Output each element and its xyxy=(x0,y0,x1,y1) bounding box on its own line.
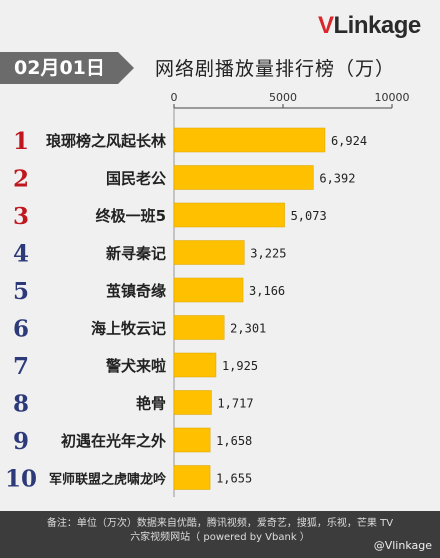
rank-number: 10 xyxy=(5,466,37,493)
rank-number: 5 xyxy=(13,278,29,305)
bar-value-label: 3,225 xyxy=(250,247,286,261)
category-label: 新寻秦记 xyxy=(106,245,166,263)
logo-text: Linkage xyxy=(333,12,422,39)
category-label: 琅琊榜之风起长林 xyxy=(46,132,167,150)
bar-value-label: 1,655 xyxy=(216,472,252,486)
x-tick-label: 0 xyxy=(171,91,178,104)
bar xyxy=(173,352,217,378)
chart-title: 网络剧播放量排行榜（万） xyxy=(155,58,396,80)
rank-number: 7 xyxy=(13,353,29,380)
category-label: 国民老公 xyxy=(106,170,166,188)
date-badge: 02月01日 xyxy=(0,52,134,84)
weibo-watermark: @Vlinkage xyxy=(373,539,432,552)
bar xyxy=(173,390,212,415)
rank-number: 2 xyxy=(13,166,29,193)
category-label: 海上牧云记 xyxy=(91,320,166,338)
x-tick-label: 10000 xyxy=(375,91,410,104)
rank-number: 6 xyxy=(13,316,29,343)
vlinkage-logo: VLinkage xyxy=(318,12,421,40)
category-label: 终极一班5 xyxy=(96,207,166,225)
category-label: 艳骨 xyxy=(136,395,166,413)
rank-number: 1 xyxy=(13,128,29,155)
bar-value-label: 1,925 xyxy=(222,359,258,373)
bar xyxy=(173,240,245,265)
bar-value-label: 1,717 xyxy=(217,397,253,411)
footer: 备注：单位（万次）数据来自优酷，腾讯视频，爱奇艺，搜狐，乐视，芒果 TV 六家视… xyxy=(0,511,440,558)
ranking-bar-chart: 0 5000 10000 1 琅琊榜之风起长林 6,924 2 国民老公 6,392 3 终极一班5… xyxy=(5,91,410,497)
footer-note: 备注：单位（万次）数据来自优酷，腾讯视频，爱奇艺，搜狐，乐视，芒果 TV xyxy=(46,518,394,529)
footer-source: 六家视频网站（ powered by Vbank ） xyxy=(130,532,310,543)
x-tick-label: 5000 xyxy=(269,91,297,104)
category-label: 茧镇奇缘 xyxy=(106,282,166,300)
rank-number: 8 xyxy=(13,391,29,418)
bar xyxy=(173,465,211,490)
bar-value-label: 6,924 xyxy=(331,134,367,148)
logo-v: V xyxy=(318,12,334,39)
bar-value-label: 1,658 xyxy=(216,434,252,448)
category-label: 初遇在光年之外 xyxy=(61,432,166,450)
bar-value-label: 3,166 xyxy=(249,284,285,298)
rank-number: 9 xyxy=(13,428,29,455)
rank-number: 3 xyxy=(13,203,29,230)
bar-value-label: 6,392 xyxy=(319,172,355,186)
bar-value-label: 2,301 xyxy=(230,322,266,336)
bar xyxy=(173,202,285,228)
category-label: 警犬来啦 xyxy=(105,357,166,375)
bar xyxy=(173,315,225,340)
bar-value-label: 5,073 xyxy=(291,209,327,223)
bar xyxy=(173,427,211,453)
bar xyxy=(173,165,314,190)
bar xyxy=(173,127,326,153)
category-label: 军师联盟之虎啸龙吟 xyxy=(49,472,166,488)
bar xyxy=(173,277,244,303)
rank-number: 4 xyxy=(13,241,29,268)
